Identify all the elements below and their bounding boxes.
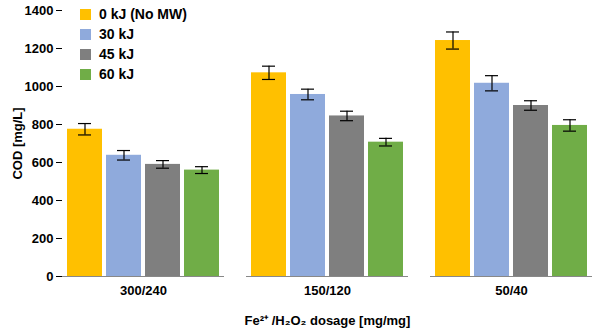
svg-text:1400: 1400 — [25, 3, 54, 18]
svg-text:50/40: 50/40 — [495, 283, 528, 298]
svg-text:Fe²⁺ /H₂O₂ dosage [mg/mg]: Fe²⁺ /H₂O₂ dosage [mg/mg] — [245, 313, 411, 328]
html-text:0 kJ (No MW): 0 kJ (No MW) — [99, 6, 187, 22]
svg-text:1200: 1200 — [25, 41, 54, 56]
html-text:60 kJ: 60 kJ — [99, 66, 134, 82]
svg-text:COD [mg/L]: COD [mg/L] — [10, 107, 25, 179]
html-text:45 kJ: 45 kJ — [99, 46, 134, 62]
svg-text:200: 200 — [32, 231, 54, 246]
svg-text:400: 400 — [32, 193, 54, 208]
svg-text:150/120: 150/120 — [304, 283, 351, 298]
html-text:30 kJ: 30 kJ — [99, 26, 134, 42]
svg-text:1000: 1000 — [25, 79, 54, 94]
svg-text:600: 600 — [32, 155, 54, 170]
svg-text:300/240: 300/240 — [120, 283, 167, 298]
svg-text:800: 800 — [32, 117, 54, 132]
svg-text:0: 0 — [46, 269, 53, 284]
